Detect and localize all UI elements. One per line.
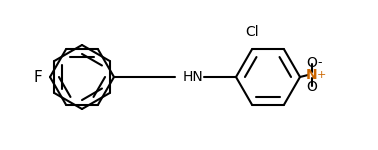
Text: O: O: [306, 56, 317, 70]
Text: Cl: Cl: [245, 25, 259, 39]
Text: -: -: [317, 57, 322, 69]
Text: +: +: [317, 70, 326, 80]
Text: N: N: [306, 68, 318, 82]
Text: F: F: [33, 69, 42, 84]
Text: HN: HN: [183, 70, 203, 84]
Text: O: O: [306, 80, 317, 94]
